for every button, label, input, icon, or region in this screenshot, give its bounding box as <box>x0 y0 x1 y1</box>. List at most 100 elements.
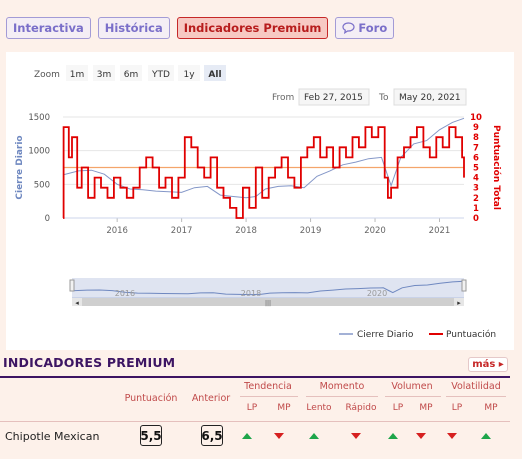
navigator-mask[interactable] <box>72 278 464 298</box>
tab-bar: Interactiva Histórica Indicadores Premiu… <box>6 17 395 39</box>
scroll-left-button[interactable] <box>72 298 82 306</box>
group-underline-volumen <box>385 396 441 397</box>
y2-tick-label: 0 <box>473 214 479 224</box>
y2-tick-label: 10 <box>470 113 482 123</box>
navigator-year-label: 2018 <box>241 289 261 298</box>
tab-foro[interactable]: Foro <box>335 17 395 39</box>
y2-tick-label: 7 <box>473 143 479 153</box>
arrow-down-icon <box>416 433 426 439</box>
navigator-year-label: 2016 <box>115 289 135 298</box>
scroll-right-button[interactable] <box>454 298 464 306</box>
sub-volatilidad-mp: MP <box>484 403 498 413</box>
y-tick-label: 1000 <box>28 147 50 157</box>
arrow-up-icon <box>481 433 491 439</box>
chart-svg: Zoom 1m 3m 6m YTD 1y All From Feb 27, 2015 To… <box>15 65 502 340</box>
from-date-value: Feb 27, 2015 <box>304 93 363 103</box>
x-tick-label: 2021 <box>429 226 451 236</box>
sub-tendencia-mp: MP <box>277 403 291 413</box>
sub-momento-lento: Lento <box>306 403 332 413</box>
sub-momento-rapido: Rápido <box>345 403 377 413</box>
x-tick-label: 2018 <box>235 226 257 236</box>
to-date-input[interactable] <box>393 88 467 106</box>
navigator-handle-left[interactable] <box>69 279 75 292</box>
grip-icon: ||| <box>265 300 271 307</box>
y2-tick-label: 5 <box>473 164 479 174</box>
from-label: From <box>272 93 294 103</box>
y2-tick-label: 8 <box>473 133 479 143</box>
zoom-button-all[interactable] <box>204 65 226 81</box>
group-momento: Momento <box>319 381 365 392</box>
more-button[interactable]: más ▸ <box>468 357 508 372</box>
navigator-scrollbar-thumb[interactable] <box>82 298 454 306</box>
zoom-button-label: YTD <box>151 70 170 80</box>
chart-panel: Zoom 1m 3m 6m YTD 1y All From Feb 27, 2015 To… <box>6 52 514 350</box>
header-anterior: Anterior <box>191 393 231 404</box>
arrow-down-icon <box>351 433 361 439</box>
y-tick-label: 1500 <box>28 113 50 123</box>
score-anterior: 6,5 <box>201 425 223 446</box>
tab-interactiva-label: Interactiva <box>13 21 84 35</box>
x-tick-label: 2019 <box>300 226 322 236</box>
group-underline-momento <box>306 396 378 397</box>
tab-indicadores-premium[interactable]: Indicadores Premium <box>176 17 329 39</box>
zoom-button-label: 6m <box>124 70 139 80</box>
y2-tick-label: 2 <box>473 194 479 204</box>
sub-volumen-lp: LP <box>392 403 404 413</box>
zoom-label: Zoom <box>34 70 60 80</box>
to-label: To <box>378 93 389 103</box>
zoom-button-ytd[interactable] <box>148 65 174 81</box>
to-date-value: May 20, 2021 <box>399 93 461 103</box>
zoom-button-1m[interactable] <box>66 65 88 81</box>
x-tick-label: 2017 <box>171 226 193 236</box>
arrow-down-icon <box>274 433 284 439</box>
y-axis-title: Cierre Diario <box>15 135 25 199</box>
y2-tick-label: 6 <box>473 153 479 163</box>
legend-cierre-label[interactable]: Cierre Diario <box>357 330 414 340</box>
navigator-handle-right[interactable] <box>461 279 467 292</box>
premium-title: INDICADORES PREMIUM <box>3 355 176 370</box>
arrow-left-icon: ◂ <box>75 299 79 307</box>
zoom-button-label: 3m <box>97 70 112 80</box>
chat-bubble-icon <box>342 22 355 34</box>
zoom-button-1y[interactable] <box>178 65 200 81</box>
company-name[interactable]: Chipotle Mexican <box>5 430 100 443</box>
section-divider <box>0 376 510 378</box>
sub-tendencia-lp: LP <box>246 403 258 413</box>
group-volumen: Volumen <box>391 381 433 392</box>
score-puntuacion: 5,5 <box>140 425 162 446</box>
group-underline-volatilidad <box>446 396 506 397</box>
arrow-down-icon <box>447 433 457 439</box>
tab-indicadores-premium-label: Indicadores Premium <box>183 21 322 35</box>
arrow-up-icon <box>242 433 252 439</box>
y-tick-label: 500 <box>34 180 50 190</box>
tab-historica-label: Histórica <box>104 21 163 35</box>
y-tick-label: 0 <box>45 214 50 224</box>
y2-tick-label: 9 <box>473 123 479 133</box>
zoom-button-label: 1y <box>183 70 195 80</box>
zoom-button-3m[interactable] <box>93 65 115 81</box>
tab-foro-label: Foro <box>358 21 388 35</box>
series-puntuacion-line <box>62 126 465 219</box>
arrow-right-icon: ▸ <box>457 299 461 307</box>
series-cierre-diario-line <box>62 117 465 199</box>
tab-interactiva[interactable]: Interactiva <box>6 17 91 39</box>
y2-axis-title: Puntuación Total <box>491 125 502 210</box>
x-tick-label: 2020 <box>364 226 386 236</box>
header-puntuacion: Puntuación <box>124 393 178 404</box>
arrow-up-icon <box>309 433 319 439</box>
legend-puntuacion-label[interactable]: Puntuación <box>446 329 496 340</box>
zoom-button-6m[interactable] <box>120 65 142 81</box>
y2-tick-label: 3 <box>473 184 479 194</box>
zoom-button-label: 1m <box>70 70 85 80</box>
navigator-year-label: 2020 <box>367 289 387 298</box>
sub-volatilidad-lp: LP <box>451 403 463 413</box>
row-divider <box>0 421 510 422</box>
y2-tick-label: 4 <box>473 174 479 184</box>
x-tick-label: 2016 <box>106 226 128 236</box>
tab-historica[interactable]: Histórica <box>97 17 170 39</box>
y2-tick-label: 1 <box>473 204 479 214</box>
from-date-input[interactable] <box>298 88 370 106</box>
group-tendencia: Tendencia <box>244 381 292 392</box>
group-underline-tendencia <box>240 396 298 397</box>
navigator-series <box>71 280 465 296</box>
